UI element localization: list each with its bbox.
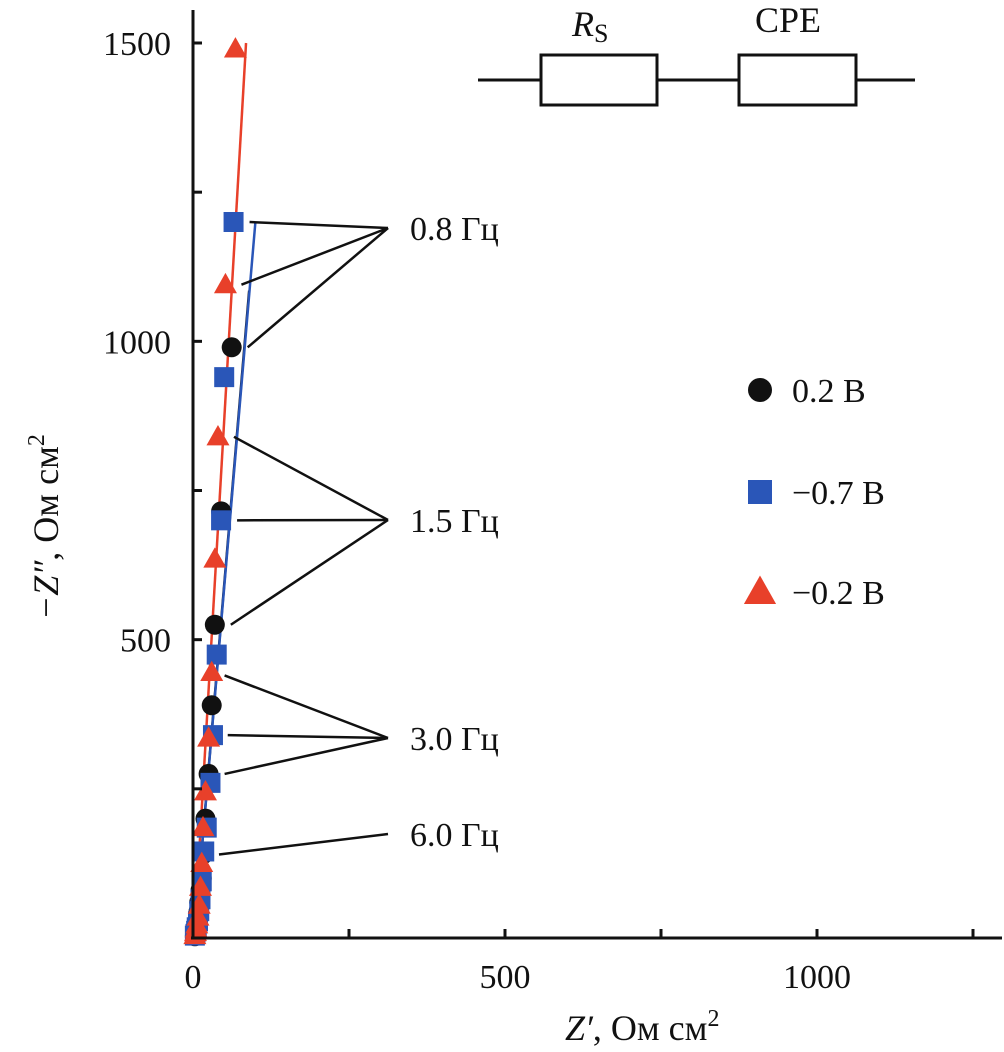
fit-lines (193, 42, 257, 939)
leader-line (240, 226, 389, 286)
marker-square (223, 212, 244, 232)
y-tick-label: 500 (120, 623, 171, 660)
y-tick-label: 1000 (103, 324, 171, 361)
leader-line (230, 518, 389, 626)
marker-circle (221, 337, 242, 358)
marker-circle (204, 614, 225, 635)
marker-triangle (223, 37, 247, 58)
x-axis-title: Z′, Ом см2 (565, 1006, 719, 1048)
leader-line (218, 832, 389, 856)
leader-line (224, 736, 389, 776)
fit-line (193, 42, 248, 939)
marker-triangle (193, 780, 217, 801)
leader-line (246, 227, 389, 349)
leader-line (227, 733, 389, 740)
marker-triangle (188, 875, 212, 896)
legend: 0.2 В −0.7 В −0.2 В (743, 373, 885, 612)
tick-labels: 0 500 1000 500 1000 1500 (103, 26, 851, 996)
frequency-annotations: 0.8 Гц 1.5 Гц 3.0 Гц 6.0 Гц (218, 211, 499, 856)
leader-line (233, 435, 389, 522)
marker-circle (748, 378, 772, 402)
x-tick-label: 1000 (783, 959, 851, 996)
circuit-resistor (539, 53, 659, 107)
marker-square (748, 480, 772, 504)
marker-triangle (213, 272, 237, 294)
leader-line (249, 220, 389, 230)
equivalent-circuit: RS CPE (478, 0, 915, 107)
ticks (191, 41, 975, 940)
legend-label: −0.2 В (792, 575, 885, 612)
y-axis-title: −Z″, Ом см2 (24, 434, 66, 620)
x-tick-label: 0 (185, 959, 202, 996)
y-tick-label: 1500 (103, 26, 171, 63)
marker-triangle (190, 851, 214, 872)
marker-triangle (197, 726, 221, 747)
circuit-cpe (737, 53, 858, 107)
frequency-label: 1.5 Гц (410, 503, 499, 540)
frequency-label: 6.0 Гц (410, 817, 499, 854)
marker-triangle (206, 425, 230, 446)
marker-square (206, 644, 227, 665)
axes (191, 10, 1002, 940)
frequency-label: 0.8 Гц (410, 211, 499, 248)
legend-label: 0.2 В (792, 373, 866, 410)
frequency-label: 3.0 Гц (410, 721, 499, 758)
marker-triangle (203, 547, 227, 568)
circuit-cpe-label: CPE (755, 0, 821, 40)
leader-line (224, 674, 389, 740)
circuit-rs-label: RS (571, 4, 608, 48)
marker-square (214, 367, 235, 388)
marker-circle (201, 695, 222, 716)
legend-label: −0.7 В (792, 475, 885, 512)
x-tick-label: 500 (480, 959, 531, 996)
marker-triangle (743, 575, 777, 604)
marker-triangle (200, 660, 224, 682)
marker-triangle (191, 815, 215, 837)
marker-square (211, 510, 232, 531)
